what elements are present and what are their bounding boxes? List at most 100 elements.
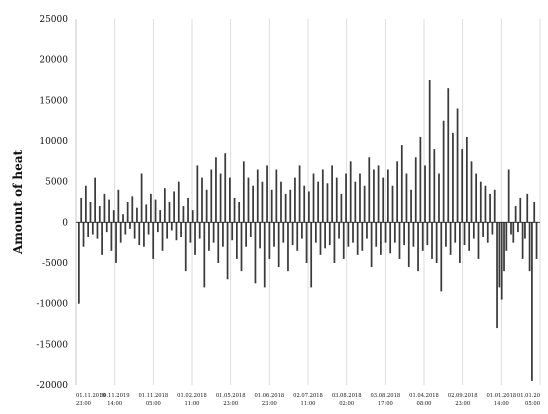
bar [317,181,320,223]
bar [203,222,206,288]
bar [84,185,87,223]
y-tick-label: 20000 [39,56,68,66]
bar [168,202,171,223]
bar [222,222,224,247]
bar [184,222,187,272]
bar [442,120,445,223]
bar [449,222,452,255]
x-tick-label-date: 03.08.2018 [370,393,400,399]
bar [159,210,162,223]
x-tick-label-time: 08:00 [417,401,432,407]
bar [129,222,131,229]
bar [198,222,201,239]
bar [231,222,234,241]
bar [215,157,217,223]
bar [479,181,482,223]
bar [405,173,408,223]
bar [259,222,261,249]
x-tick-label-date: 01.06.2018 [254,393,284,399]
bar [82,222,85,247]
bar [126,202,129,223]
x-tick-label-time: 23:00 [262,401,277,407]
bar [98,206,101,223]
bar [301,222,303,239]
bar [161,222,164,251]
bar [189,222,192,243]
bar [463,222,466,246]
bar [528,222,531,272]
bar [110,222,113,251]
bar [345,173,347,223]
bar [91,222,94,235]
bar [414,157,417,223]
bar [328,222,331,246]
bar [484,185,487,223]
x-tick-label-time: 23:00 [76,401,91,407]
bar [319,222,322,255]
bar [370,222,373,268]
bar [138,222,141,246]
bar [254,222,257,284]
y-tick-label: -20000 [36,381,68,391]
bar [389,222,392,254]
x-tick-label-time: 05:00 [525,401,540,407]
bar [136,207,138,223]
bar [235,222,238,259]
bar [194,222,196,255]
bar [217,222,220,263]
bar [145,204,148,223]
bar [486,222,489,243]
bar [356,222,359,255]
bar [419,136,422,223]
bar [477,222,480,259]
x-tick-label-time: 14:00 [107,401,122,407]
bar [375,222,378,247]
bar [287,222,289,272]
bar [461,149,464,223]
bar [96,222,99,239]
bar [266,165,268,223]
bar [117,189,120,223]
bar [531,222,533,381]
bar [242,161,245,223]
bar [331,165,333,223]
bar [303,185,306,223]
bar [261,181,264,223]
bar [324,222,326,249]
bar [94,177,96,223]
bar [472,222,475,239]
bar [535,222,538,259]
bar [412,222,415,247]
bar [89,202,92,223]
bar [212,222,215,243]
bar [277,222,280,268]
bar [208,222,210,251]
x-tick-label-date: 02.07.2018 [293,393,323,399]
x-tick-label-date: 01.02.2018 [177,393,207,399]
bar [182,206,185,223]
bar [101,222,103,255]
bar [312,173,315,223]
bar [433,149,436,223]
bar [280,181,282,223]
bar [459,222,461,263]
bar [105,222,108,233]
bar [533,202,536,223]
y-tick-label: 10000 [39,137,68,147]
bar [263,222,266,288]
bar [421,222,424,251]
y-tick-label: -10000 [36,300,68,310]
bar [284,193,287,223]
bar [305,222,308,263]
bar [256,169,259,223]
bar [498,222,501,288]
bar [407,222,410,268]
bar-series [78,80,538,381]
bar [493,189,496,223]
bar [403,222,405,246]
bar [435,222,438,263]
bar [359,173,361,223]
bar [210,169,213,223]
bar [103,193,106,223]
